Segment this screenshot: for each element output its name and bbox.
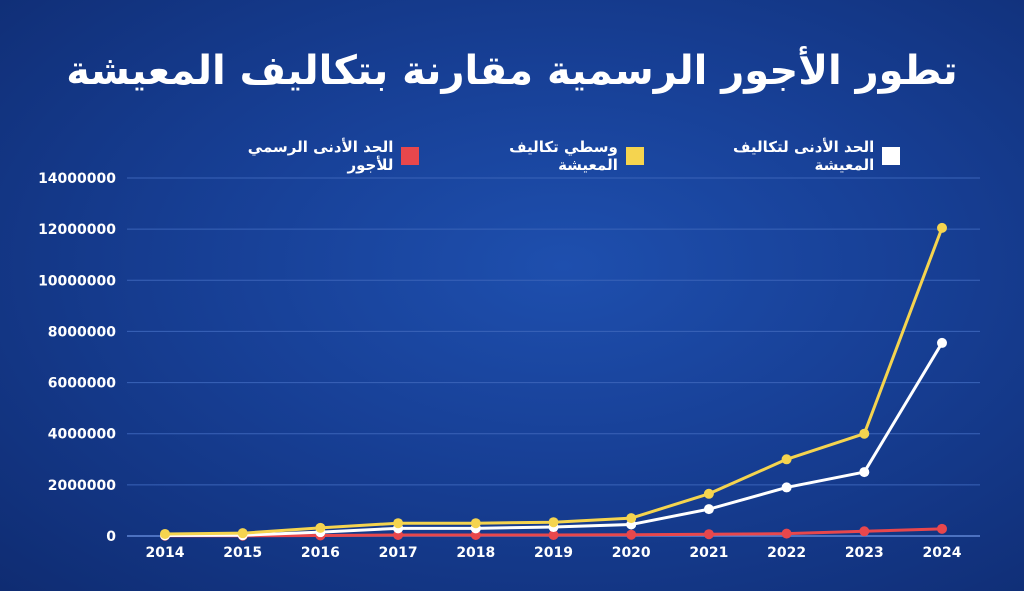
- y-tick-label: 8000000: [48, 324, 116, 340]
- legend-label-min-cost: الحد الأدنى لتكاليف المعيشة: [733, 138, 875, 174]
- legend-item-min-wage: الحد الأدنى الرسمي للأجور: [200, 138, 420, 174]
- data-point: [393, 518, 404, 529]
- x-tick-label: 2022: [767, 545, 806, 561]
- legend-label-avg-cost: وسطي تكاليف المعيشة: [509, 138, 618, 174]
- legend-item-avg-cost: وسطي تكاليف المعيشة: [447, 138, 644, 174]
- data-point: [548, 517, 559, 528]
- data-point: [781, 528, 792, 539]
- y-tick-label: 10000000: [38, 273, 116, 289]
- y-tick-label: 2000000: [48, 478, 116, 494]
- legend: الحد الأدنى الرسمي للأجور وسطي تكاليف ال…: [200, 138, 900, 174]
- data-point: [626, 529, 637, 540]
- legend-label-min-wage: الحد الأدنى الرسمي للأجور: [247, 138, 394, 174]
- x-tick-label: 2019: [534, 545, 573, 561]
- data-point: [237, 528, 248, 539]
- data-point: [470, 518, 481, 529]
- x-tick-label: 2023: [845, 545, 884, 561]
- x-tick-label: 2015: [223, 545, 262, 561]
- y-tick-label: 12000000: [38, 222, 116, 238]
- data-point: [548, 529, 559, 540]
- x-tick-label: 2024: [923, 545, 962, 561]
- y-tick-label: 4000000: [48, 427, 116, 443]
- x-tick-label: 2020: [612, 545, 651, 561]
- legend-swatch-white: [882, 147, 900, 165]
- x-tick-label: 2014: [146, 545, 185, 561]
- legend-swatch-red: [401, 147, 420, 165]
- legend-swatch-yellow: [625, 147, 644, 165]
- y-tick-label: 6000000: [48, 376, 116, 392]
- series-line: [164, 227, 944, 536]
- legend-item-min-cost: الحد الأدنى لتكاليف المعيشة: [672, 138, 900, 174]
- data-point: [160, 528, 170, 539]
- data-point: [703, 488, 714, 499]
- chart-title: تطور الأجور الرسمية مقارنة بتكاليف المعي…: [66, 48, 958, 94]
- data-point: [859, 428, 870, 439]
- x-tick-label: 2016: [301, 545, 340, 561]
- data-point: [859, 467, 870, 478]
- x-tick-label: 2021: [689, 545, 728, 561]
- data-point: [937, 523, 947, 534]
- data-point: [703, 529, 714, 540]
- y-tick-label: 14000000: [38, 171, 116, 187]
- x-tick-label: 2017: [379, 545, 418, 561]
- y-tick-label: 0: [106, 529, 116, 545]
- data-point: [937, 337, 947, 348]
- data-point: [781, 482, 792, 493]
- data-point: [781, 454, 792, 465]
- data-point: [315, 522, 326, 533]
- data-point: [937, 222, 947, 233]
- x-tick-label: 2018: [456, 545, 495, 561]
- data-point: [703, 504, 714, 515]
- data-point: [859, 526, 870, 537]
- data-point: [626, 513, 637, 524]
- series-line: [164, 342, 944, 537]
